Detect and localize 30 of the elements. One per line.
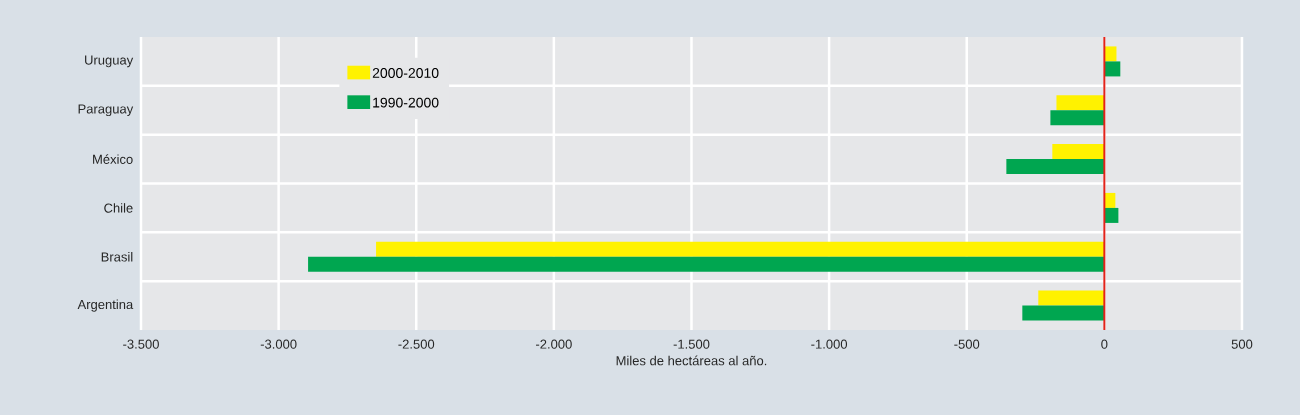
x-tick-label: -1.000 — [811, 339, 848, 349]
bar — [1038, 290, 1105, 306]
bar — [1104, 46, 1117, 62]
legend-label: 2000-2010 — [372, 68, 439, 78]
y-tick-label: Brasil — [101, 251, 133, 262]
x-tick-label: -500 — [954, 339, 980, 349]
x-tick-label: -1.500 — [673, 339, 710, 349]
bar — [1104, 192, 1116, 208]
y-tick-label: México — [93, 154, 133, 164]
x-tick-label: -2.500 — [398, 339, 435, 349]
bar — [1104, 61, 1121, 77]
x-tick-label: -2.000 — [536, 339, 572, 349]
bar — [308, 256, 1105, 272]
x-tick-label: -3.000 — [260, 339, 297, 349]
bar — [1050, 110, 1105, 126]
y-tick-label: Chile — [104, 203, 133, 213]
bar — [1104, 207, 1119, 223]
x-tick-label: -3.500 — [123, 339, 159, 349]
y-tick-label: Argentina — [77, 299, 134, 312]
y-tick-label: Uruguay — [85, 55, 134, 68]
bar — [1056, 95, 1105, 111]
legend-label: 1990-2000 — [373, 97, 439, 108]
x-axis-title: Miles de hectáreas al año. — [616, 355, 767, 366]
bar — [1022, 305, 1105, 321]
y-tick-label: Paraguay — [78, 104, 134, 117]
x-tick-label: 0 — [1101, 339, 1108, 349]
bar — [376, 241, 1105, 257]
x-tick-label: 500 — [1231, 339, 1253, 349]
bar — [1052, 144, 1105, 160]
bar — [1006, 159, 1105, 175]
